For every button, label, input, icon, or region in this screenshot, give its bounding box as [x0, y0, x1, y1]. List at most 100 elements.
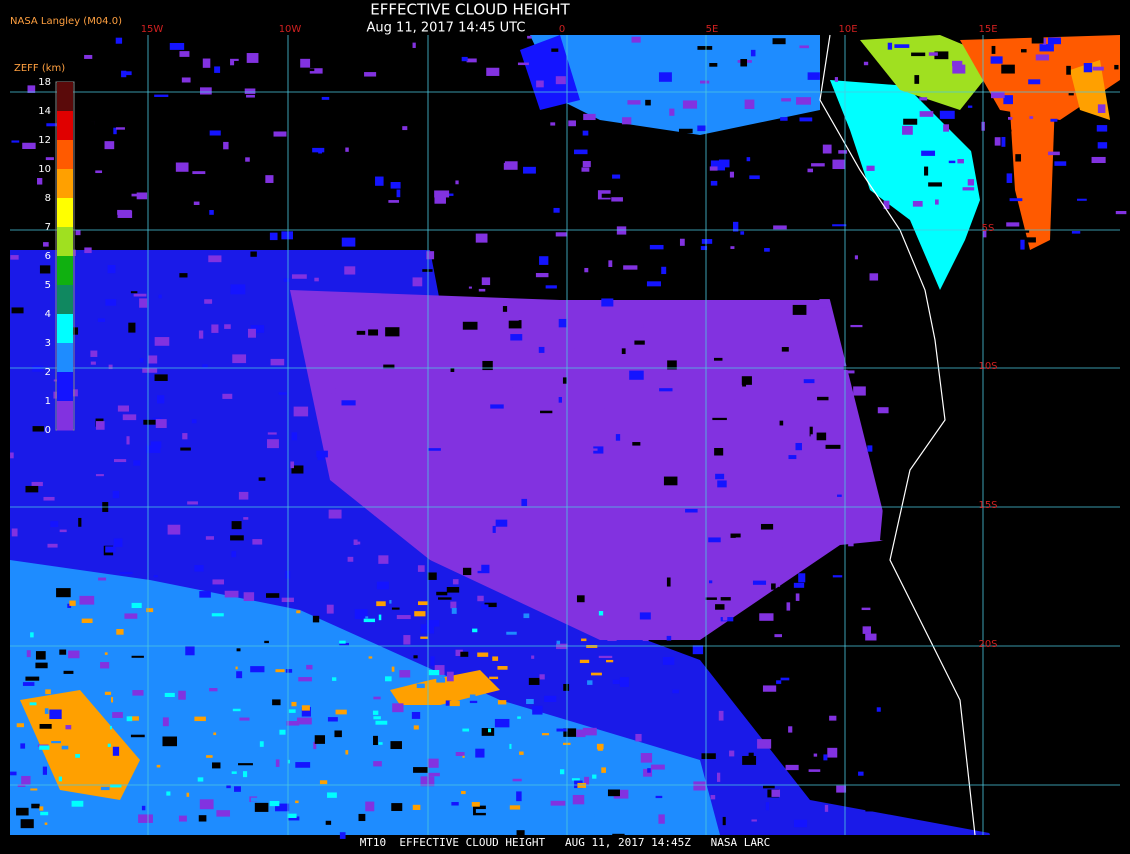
cloud-speckle — [773, 225, 787, 230]
colorbar-swatch — [57, 343, 73, 373]
cloud-speckle — [27, 85, 36, 93]
cloud-speckle — [939, 110, 955, 119]
cloud-speckle — [373, 761, 382, 767]
cloud-speckle — [717, 480, 727, 488]
cloud-speckle — [418, 601, 428, 606]
cloud-speckle — [1097, 142, 1108, 149]
cloud-speckle — [126, 436, 130, 445]
cloud-speckle — [714, 447, 724, 456]
cloud-speckle — [292, 777, 305, 781]
cloud-speckle — [769, 578, 781, 587]
cloud-speckle — [20, 819, 34, 829]
cloud-speckle — [538, 346, 545, 353]
cloud-speckle — [591, 672, 602, 676]
cloud-speckle — [122, 414, 137, 421]
cloud-speckle — [558, 318, 567, 328]
cloud-speckle — [555, 232, 568, 237]
cloud-speckle — [393, 176, 407, 180]
cloud-speckle — [517, 62, 529, 66]
cloud-speckle — [67, 603, 72, 608]
cloud-speckle — [813, 323, 820, 334]
cloud-speckle — [834, 77, 839, 82]
cloud-speckle — [616, 226, 627, 235]
cloud-speckle — [627, 556, 641, 566]
cloud-speckle — [317, 718, 321, 721]
cloud-speckle — [16, 723, 24, 728]
cloud-speckle — [384, 676, 392, 682]
cloud-speckle — [869, 254, 884, 259]
cloud-speckle — [347, 556, 354, 562]
cloud-speckle — [488, 787, 493, 791]
cloud-speckle — [450, 368, 455, 372]
cloud-speckle — [744, 99, 755, 109]
cloud-speckle — [576, 595, 585, 603]
cloud-speckle — [668, 145, 683, 155]
cloud-speckle — [598, 611, 604, 616]
cloud-speckle — [242, 771, 248, 778]
cloud-speckle — [445, 700, 452, 706]
cloud-speckle — [799, 117, 813, 122]
cloud-speckle — [466, 58, 477, 63]
cloud-speckle — [739, 701, 744, 709]
cloud-speckle — [152, 826, 157, 832]
cloud-speckle — [295, 800, 299, 804]
coastline — [819, 34, 976, 836]
cloud-speckle — [39, 745, 50, 750]
cloud-speckle — [459, 756, 467, 760]
cloud-speckle — [762, 171, 776, 181]
cloud-speckle — [828, 333, 834, 342]
cloud-speckle — [623, 265, 638, 270]
cloud-speckle — [991, 91, 1005, 99]
cloud-speckle — [143, 419, 156, 425]
cloud-speckle — [735, 537, 744, 547]
latitude-label: 15S — [978, 500, 997, 511]
cloud-speckle — [40, 811, 49, 816]
cloud-speckle — [752, 628, 766, 634]
cloud-speckle — [403, 635, 411, 645]
colorbar-swatch — [57, 372, 73, 402]
cloud-speckle — [481, 604, 489, 610]
cloud-speckle — [239, 717, 250, 721]
cloud-speckle — [390, 741, 402, 750]
cloud-speckle — [279, 729, 286, 735]
latitude-label: 20S — [978, 639, 997, 650]
cloud-speckle — [861, 367, 872, 378]
cloud-speckle — [223, 141, 229, 150]
colorbar-swatch — [57, 111, 73, 141]
cloud-speckle — [836, 273, 848, 277]
cloud-speckle — [327, 717, 338, 722]
cloud-speckle — [562, 377, 567, 384]
cloud-high — [1010, 100, 1055, 250]
cloud-speckle — [759, 613, 774, 621]
cloud-speckle — [31, 481, 43, 487]
cloud-speckle — [612, 679, 620, 685]
cloud-speckle — [862, 626, 871, 634]
cloud-speckle — [509, 805, 521, 810]
cloud-speckle — [107, 800, 119, 806]
cloud-speckle — [866, 165, 875, 171]
cloud-speckle — [1042, 38, 1047, 45]
cloud-speckle — [718, 159, 730, 168]
cloud-speckle — [368, 656, 373, 659]
cloud-speckle — [331, 388, 336, 394]
cloud-speckle — [235, 666, 238, 670]
cloud-speckle — [427, 772, 440, 777]
cloud-speckle — [45, 157, 54, 161]
cloud-speckle — [817, 396, 829, 401]
cloud-speckle — [22, 142, 36, 150]
cloud-speckle — [516, 791, 522, 802]
cloud-speckle — [104, 691, 112, 695]
cloud-speckle — [55, 722, 61, 728]
cloud-speckle — [1115, 211, 1127, 215]
cloud-speckle — [278, 392, 287, 395]
cloud-speckle — [365, 801, 375, 812]
cloud-speckle — [186, 219, 200, 226]
cloud-speckle — [139, 298, 148, 308]
cloud-speckle — [484, 61, 490, 70]
cloud-speckle — [781, 98, 791, 102]
cloud-speckle — [793, 582, 805, 588]
cloud-speckle — [131, 193, 140, 197]
colorbar-swatch — [57, 285, 73, 315]
cloud-speckle — [462, 560, 476, 565]
cloud-speckle — [865, 633, 877, 641]
